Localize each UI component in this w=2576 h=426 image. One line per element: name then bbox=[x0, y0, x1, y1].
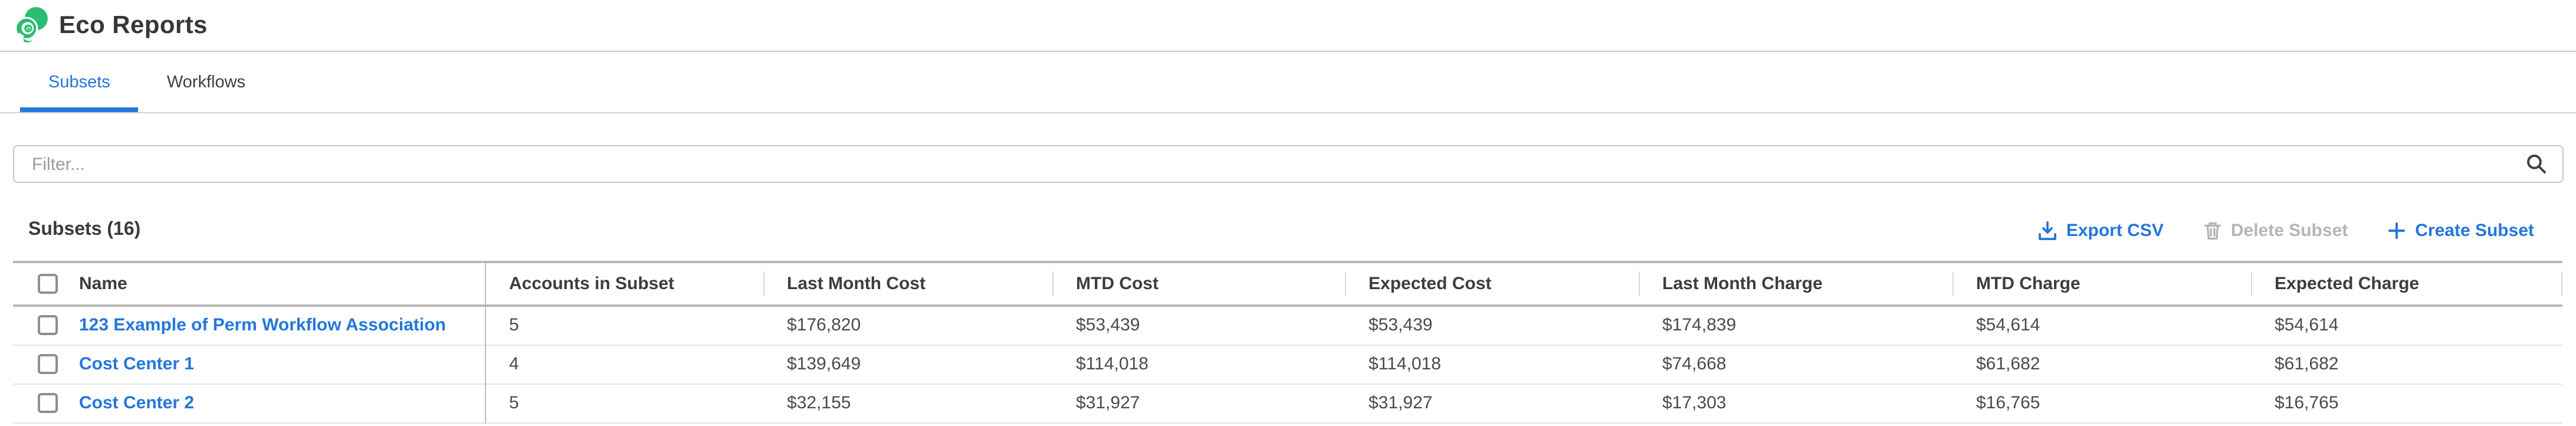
last-month-charge-cell: $74,668 bbox=[1662, 354, 1727, 374]
tab-subsets[interactable]: Subsets bbox=[20, 52, 139, 112]
last-month-charge-cell: $17,303 bbox=[1662, 393, 1727, 413]
table-row: Cost Center 2 5 $32,155 $31,927 $31,927 … bbox=[13, 384, 2562, 422]
table-row: 123 Example of Perm Workflow Association… bbox=[13, 306, 2562, 345]
expected-cost-cell: $31,927 bbox=[1369, 393, 1433, 413]
subset-name-link[interactable]: Cost Center 2 bbox=[79, 393, 195, 413]
mtd-cost-cell: $31,927 bbox=[1076, 393, 1140, 413]
download-icon bbox=[2038, 220, 2058, 240]
export-csv-button[interactable]: Export CSV bbox=[2038, 220, 2164, 240]
expected-cost-cell: $53,439 bbox=[1369, 315, 1433, 336]
accounts-cell: 4 bbox=[509, 354, 519, 374]
mtd-charge-cell: $16,765 bbox=[1976, 393, 2040, 413]
filter-container bbox=[13, 145, 2564, 183]
select-all-checkbox[interactable] bbox=[38, 274, 58, 294]
filter-input[interactable] bbox=[13, 145, 2564, 183]
toolbar-actions: Export CSV Delete Subset Create Subse bbox=[2038, 220, 2564, 240]
mtd-charge-cell: $54,614 bbox=[1976, 315, 2040, 336]
toolbar: Subsets (16) Export CSV Delete Subset bbox=[28, 217, 2564, 243]
row-checkbox[interactable] bbox=[38, 393, 58, 413]
subset-name-link[interactable]: Cost Center 1 bbox=[79, 354, 195, 374]
tab-bar: Subsets Workflows bbox=[0, 52, 2576, 113]
app-header: Eco Reports bbox=[0, 0, 2576, 52]
table-row: Cost Center 1 4 $139,649 $114,018 $114,0… bbox=[13, 345, 2562, 384]
column-header-last-month-cost: Last Month Cost bbox=[763, 261, 1052, 307]
expected-charge-cell: $16,765 bbox=[2275, 393, 2339, 413]
export-csv-label: Export CSV bbox=[2066, 220, 2164, 240]
subset-name-link[interactable]: 123 Example of Perm Workflow Association bbox=[79, 315, 446, 336]
row-checkbox[interactable] bbox=[38, 354, 58, 374]
plus-icon bbox=[2387, 220, 2407, 240]
table-header-row: Name Accounts in Subset Last Month Cost … bbox=[13, 261, 2562, 307]
app-logo-icon bbox=[13, 7, 50, 44]
column-header-expected-charge: Expected Charge bbox=[2251, 261, 2562, 307]
expected-cost-cell: $114,018 bbox=[1369, 354, 1441, 374]
expected-charge-cell: $61,682 bbox=[2275, 354, 2339, 374]
mtd-cost-cell: $53,439 bbox=[1076, 315, 1140, 336]
column-header-name: Name bbox=[79, 274, 127, 294]
create-subset-button[interactable]: Create Subset bbox=[2387, 220, 2534, 240]
search-icon[interactable] bbox=[2525, 152, 2548, 176]
row-checkbox[interactable] bbox=[38, 315, 58, 336]
last-month-cost-cell: $139,649 bbox=[787, 354, 861, 374]
last-month-cost-cell: $176,820 bbox=[787, 315, 861, 336]
last-month-charge-cell: $174,839 bbox=[1662, 315, 1737, 336]
accounts-cell: 5 bbox=[509, 393, 519, 413]
trash-icon bbox=[2203, 220, 2223, 240]
mtd-cost-cell: $114,018 bbox=[1076, 354, 1148, 374]
accounts-cell: 5 bbox=[509, 315, 519, 336]
delete-subset-button[interactable]: Delete Subset bbox=[2203, 220, 2348, 240]
tab-workflows[interactable]: Workflows bbox=[166, 73, 246, 91]
delete-subset-label: Delete Subset bbox=[2230, 220, 2348, 240]
name-header-cell: Name bbox=[13, 261, 485, 307]
column-header-last-month-charge: Last Month Charge bbox=[1639, 261, 1952, 307]
create-subset-label: Create Subset bbox=[2415, 220, 2534, 240]
column-header-accounts: Accounts in Subset bbox=[485, 261, 763, 307]
subsets-count-heading: Subsets (16) bbox=[28, 219, 141, 240]
last-month-cost-cell: $32,155 bbox=[787, 393, 851, 413]
expected-charge-cell: $54,614 bbox=[2275, 315, 2339, 336]
mtd-charge-cell: $61,682 bbox=[1976, 354, 2040, 374]
page-title: Eco Reports bbox=[59, 11, 208, 38]
column-header-mtd-cost: MTD Cost bbox=[1052, 261, 1345, 307]
column-header-mtd-charge: MTD Charge bbox=[1952, 261, 2251, 307]
subsets-table: Name Accounts in Subset Last Month Cost … bbox=[13, 261, 2562, 423]
column-header-expected-cost: Expected Cost bbox=[1345, 261, 1639, 307]
